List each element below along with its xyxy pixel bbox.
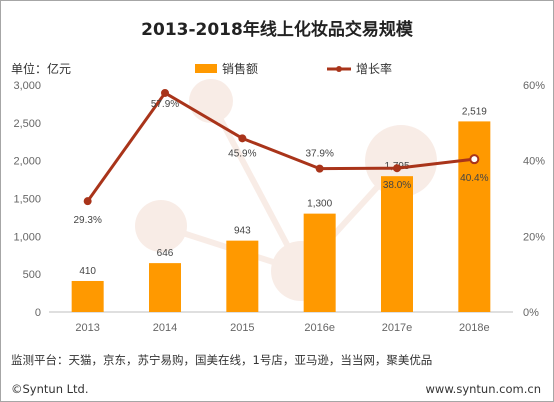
left-tick-label: 3,000	[13, 80, 41, 92]
bar-value-label: 410	[79, 266, 96, 277]
copyright: ©Syntun Ltd.	[11, 382, 89, 396]
x-tick-label: 2017e	[382, 322, 413, 334]
growth-rate-label: 40.4%	[460, 173, 488, 184]
growth-rate-label: 37.9%	[305, 149, 333, 160]
x-tick-label: 2018e	[459, 322, 490, 334]
left-tick-label: 500	[23, 269, 41, 281]
bar	[458, 121, 491, 313]
bar-value-label: 1,300	[307, 199, 332, 210]
chart-title: 2013-2018年线上化妆品交易规模	[141, 19, 414, 40]
legend-bar-label: 销售额	[222, 61, 258, 76]
right-axis-ticks: 0% 20% 40% 60%	[523, 80, 545, 319]
bar	[226, 240, 259, 312]
bar	[381, 176, 413, 312]
growth-rate-label: 45.9%	[228, 148, 256, 159]
bar-value-label: 2,519	[462, 106, 487, 117]
y-axis-unit: 单位：亿元	[11, 61, 71, 76]
legend-line-marker	[336, 66, 342, 72]
left-tick-label: 2,000	[13, 156, 41, 168]
right-tick-label: 60%	[523, 80, 545, 92]
line-series: 29.3% 57.9% 45.9% 37.9% 38.0% 40.4%	[73, 88, 489, 226]
left-tick-label: 1,500	[13, 194, 41, 206]
growth-rate-point	[315, 164, 324, 173]
growth-rate-label: 57.9%	[151, 99, 179, 110]
left-axis-ticks: 0 500 1,000 1,500 2,000 2,500 3,000	[13, 80, 41, 319]
x-tick-label: 2016e	[304, 322, 335, 334]
growth-rate-point	[393, 164, 401, 173]
bar	[149, 263, 181, 312]
bar-value-label: 646	[157, 248, 174, 259]
bar	[71, 280, 104, 312]
growth-rate-point	[238, 134, 247, 143]
data-sources: 监测平台：天猫，京东，苏宁易购，国美在线，1号店，亚马逊，当当网，聚美优品	[11, 353, 432, 367]
x-tick-label: 2014	[153, 322, 177, 334]
x-tick-label: 2013	[75, 322, 99, 334]
right-tick-label: 40%	[523, 156, 545, 168]
growth-rate-line	[86, 91, 475, 203]
legend: 销售额 增长率	[195, 61, 392, 76]
x-axis-labels: 2013 2014 2015 2016e 2017e 2018e	[75, 322, 489, 334]
legend-line-label: 增长率	[356, 61, 392, 76]
growth-rate-point	[161, 88, 169, 97]
growth-rate-label: 38.0%	[383, 180, 411, 191]
growth-rate-label: 29.3%	[73, 215, 101, 226]
right-tick-label: 20%	[523, 231, 545, 243]
growth-rate-point	[83, 197, 92, 206]
bar	[303, 213, 336, 312]
legend-bar-swatch	[195, 64, 217, 73]
left-tick-label: 1,000	[13, 231, 41, 243]
bar-value-label: 943	[234, 226, 251, 237]
right-tick-label: 0%	[523, 307, 539, 319]
x-tick-label: 2015	[230, 322, 254, 334]
website: www.syntun.com.cn	[426, 382, 541, 396]
left-tick-label: 2,500	[13, 118, 41, 130]
left-tick-label: 0	[35, 307, 41, 319]
growth-rate-point	[469, 154, 480, 165]
